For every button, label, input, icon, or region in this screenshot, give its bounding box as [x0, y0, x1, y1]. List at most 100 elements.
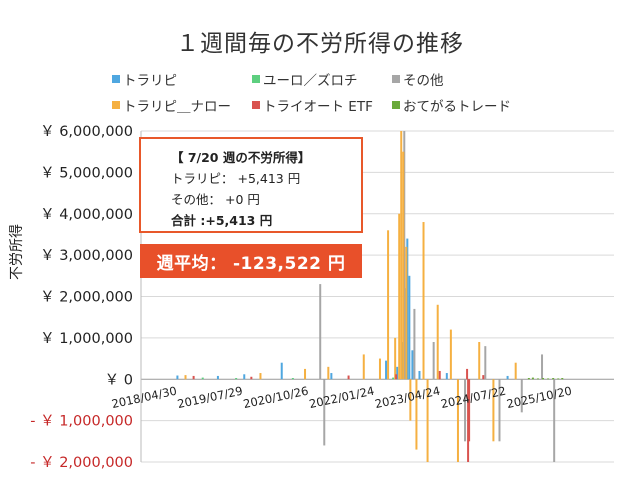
bar-5-3	[542, 378, 545, 380]
y-tick-label: ￥ 5,000,000	[40, 165, 133, 181]
bar-3-19	[478, 342, 481, 380]
legend-swatch	[112, 75, 120, 83]
y-axis-ticks: ￥ 6,000,000 ￥ 5,000,000 ￥ 4,000,000 ￥ 3,000…	[30, 124, 133, 471]
x-tick-label: 2019/07/29	[176, 384, 244, 411]
bar-3-4	[362, 354, 365, 380]
bar-3-20	[492, 379, 495, 442]
bar-4-6	[467, 379, 470, 462]
legend-label: トラリピ＿ナロー	[123, 99, 231, 115]
y-tick-label: - ￥ 2,000,000	[30, 455, 133, 471]
bar-3-14	[422, 222, 425, 380]
bar-3-10	[402, 151, 405, 380]
y-tick-label: ￥ 6,000,000	[40, 124, 133, 140]
legend-item-torarip: トラリピ	[112, 69, 252, 89]
x-tick-label: 2020/10/26	[242, 384, 310, 411]
bar-3-3	[327, 366, 330, 380]
legend-item-triauto-etf: トライオート ETF	[252, 95, 392, 115]
bar-3-15	[426, 379, 429, 462]
bar-3-0	[184, 375, 187, 380]
bar-3-21	[514, 362, 517, 380]
bar-0-2	[243, 374, 246, 380]
bar-3-16	[436, 304, 439, 380]
bar-3-5	[378, 358, 381, 380]
bar-marks	[176, 131, 564, 462]
bar-2-2	[403, 131, 406, 380]
legend-swatch	[392, 101, 400, 109]
bar-5-2	[536, 378, 539, 380]
bar-5-5	[552, 378, 555, 380]
bar-3-17	[449, 329, 452, 380]
bar-4-7	[468, 379, 471, 442]
info-torarip: トラリピ： +5,413 円	[171, 171, 301, 186]
bar-4-0	[192, 375, 195, 380]
legend-item-otegaru-trade: おてがるトレード	[392, 95, 511, 115]
x-tick-label: 2022/01/24	[308, 384, 376, 411]
info-heading: 【 7/20 週の不労所得】	[171, 150, 311, 165]
legend-label: その他	[403, 73, 444, 89]
bar-1-1	[235, 378, 238, 380]
bar-5-7	[561, 378, 564, 380]
bar-2-10	[553, 379, 556, 462]
x-axis-ticks: 2018/04/302019/07/292020/10/262022/01/24…	[110, 384, 573, 411]
bar-0-7	[401, 342, 404, 380]
legend: トラリピ ユーロ／ズロチ その他 トラリピ＿ナロー トライオート ETF おてが…	[112, 66, 632, 118]
weekly-info-box: 【 7/20 週の不労所得】 トラリピ： +5,413 円 その他： +0 円 …	[139, 137, 363, 233]
bar-3-8	[398, 213, 401, 380]
bar-0-3	[280, 362, 283, 380]
bar-5-4	[547, 378, 550, 380]
bar-0-10	[408, 275, 411, 380]
bar-4-1	[250, 376, 253, 380]
legend-swatch	[392, 75, 400, 83]
weekly-average-badge: 週平均： -123,522 円	[140, 244, 362, 278]
bar-0-8	[404, 288, 407, 380]
bar-0-0	[176, 375, 179, 380]
bar-0-9	[406, 238, 409, 380]
legend-label: トラリピ	[123, 73, 177, 89]
bar-0-4	[330, 373, 333, 380]
legend-label: トライオート ETF	[263, 99, 373, 115]
bar-4-4	[438, 370, 441, 380]
x-tick-label: 2023/04/24	[374, 384, 442, 411]
bar-2-1	[323, 379, 326, 446]
legend-item-eur-pln: ユーロ／ズロチ	[252, 69, 392, 89]
legend-label: おてがるトレード	[403, 99, 511, 115]
bar-4-5	[466, 368, 469, 380]
bar-2-8	[520, 379, 523, 413]
legend-item-torarip-narrow: トラリピ＿ナロー	[112, 95, 252, 115]
bar-4-2	[347, 375, 350, 380]
legend-swatch	[252, 101, 260, 109]
bar-0-13	[445, 373, 448, 380]
bar-0-12	[418, 370, 421, 380]
bar-4-8	[482, 375, 485, 380]
y-tick-label: ￥ 3,000,000	[40, 248, 133, 264]
bar-2-0	[319, 284, 322, 380]
bar-2-9	[541, 354, 544, 380]
legend-swatch	[112, 101, 120, 109]
bar-5-0	[527, 378, 530, 380]
bar-3-2	[304, 368, 307, 380]
legend-label: ユーロ／ズロチ	[263, 73, 358, 89]
bar-2-3	[413, 308, 416, 380]
bar-2-7	[498, 379, 501, 442]
bar-3-9	[400, 131, 403, 380]
y-tick-label: ￥ 4,000,000	[40, 207, 133, 223]
info-other: その他： +0 円	[171, 192, 260, 207]
y-tick-label: - ￥ 1,000,000	[30, 414, 133, 430]
bar-0-1	[216, 375, 219, 380]
bar-4-3	[395, 374, 398, 380]
bar-1-2	[291, 378, 294, 380]
bar-3-12	[409, 379, 412, 421]
bar-3-13	[415, 379, 418, 450]
y-tick-label: ￥ 1,000,000	[40, 331, 133, 347]
bar-3-11	[405, 246, 408, 380]
bar-0-5	[385, 360, 388, 380]
bar-3-6	[387, 230, 390, 380]
info-total: 合計 :+5,413 円	[171, 213, 273, 228]
y-axis-label: 不労所得	[9, 224, 25, 280]
x-tick-label: 2024/07/22	[439, 384, 507, 411]
bar-5-1	[531, 377, 534, 380]
bar-0-6	[396, 366, 399, 380]
x-tick-label: 2025/10/20	[505, 384, 573, 411]
y-tick-label: ￥ 2,000,000	[40, 290, 133, 306]
